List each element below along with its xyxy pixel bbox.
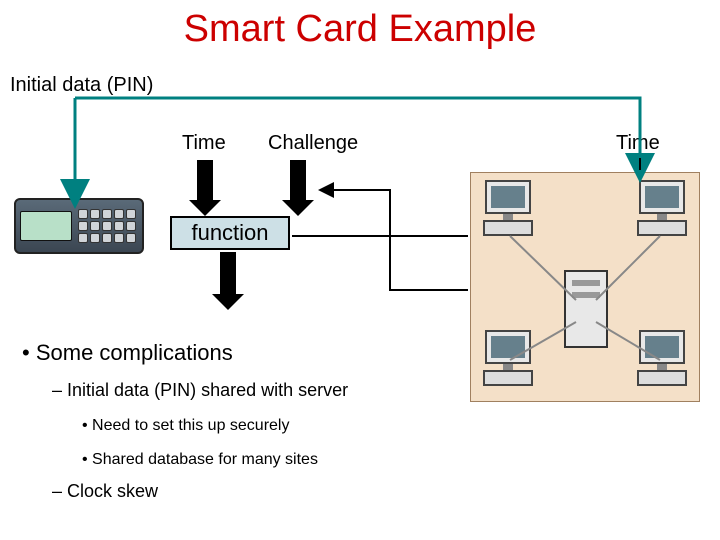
complications-list: Some complications Initial data (PIN) sh… [22,340,348,502]
device-keypad [78,209,136,243]
page-title: Smart Card Example [0,8,720,51]
device-screen [20,211,72,241]
list-item: Need to set this up securely [82,417,348,435]
computer-icon [632,330,692,396]
computer-icon [478,180,538,246]
server-tower-icon [564,270,608,348]
function-label: function [191,220,268,245]
computer-icon [632,180,692,246]
label-time-right: Time [616,132,660,155]
smartcard-device-icon [14,198,144,254]
function-box: function [170,216,290,250]
label-challenge: Challenge [268,132,358,155]
list-item: Shared database for many sites [82,451,348,469]
label-time-left: Time [182,132,226,155]
label-initial-data: Initial data (PIN) [10,74,153,97]
list-item: Clock skew [52,481,348,502]
computer-icon [478,330,538,396]
list-item: Initial data (PIN) shared with server [52,380,348,401]
list-item: Some complications [22,340,348,366]
